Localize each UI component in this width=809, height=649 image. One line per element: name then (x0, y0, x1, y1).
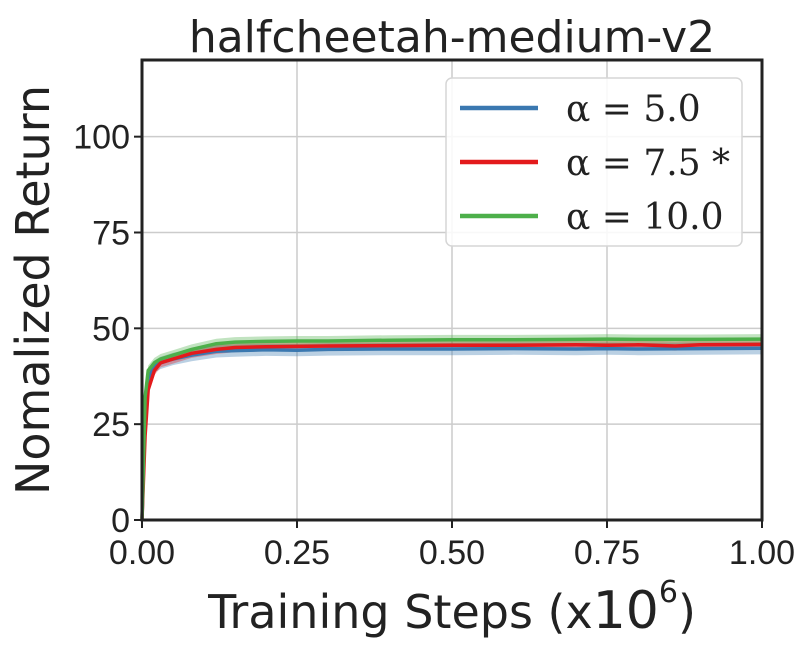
x-axis-label-base: 10 (593, 581, 659, 641)
y-tick-label: 100 (73, 119, 130, 157)
legend-box (445, 77, 743, 247)
x-tick-label: 0.00 (109, 534, 175, 572)
y-tick-label: 25 (92, 406, 130, 444)
series-1-line (140, 346, 763, 521)
x-tick-label: 0.50 (419, 534, 485, 572)
y-tick-label: 75 (92, 215, 130, 253)
x-tick-label: 0.75 (574, 534, 640, 572)
x-axis-label-text: Training Steps (x (207, 585, 593, 639)
x-axis-label-suffix: ) (678, 585, 696, 639)
x-tick-label: 0.25 (264, 534, 330, 572)
y-tick-label: 50 (92, 310, 130, 348)
y-tick-label: 0 (111, 502, 130, 540)
x-tick-label: 1.00 (729, 534, 795, 572)
tick-marks (134, 135, 763, 528)
legend-label: α = 5.0 (566, 89, 701, 130)
x-tick-labels: 0.00 0.25 0.50 0.75 1.00 (109, 534, 795, 572)
series-2-line (140, 342, 763, 521)
y-axis-label: Nomalized Return (6, 85, 60, 495)
series-lines (140, 337, 763, 521)
y-tick-labels: 0 25 50 75 100 (73, 119, 130, 540)
x-axis-label: Training Steps (x106) (207, 575, 696, 641)
legend-label: α = 10.0 (566, 197, 724, 238)
legend: α = 5.0 α = 7.5 * α = 10.0 (445, 77, 743, 247)
x-axis-label-exponent: 6 (659, 575, 678, 610)
chart-title: halfcheetah-medium-v2 (189, 12, 715, 63)
legend-label: α = 7.5 * (566, 143, 730, 184)
series-3-line (140, 337, 763, 521)
